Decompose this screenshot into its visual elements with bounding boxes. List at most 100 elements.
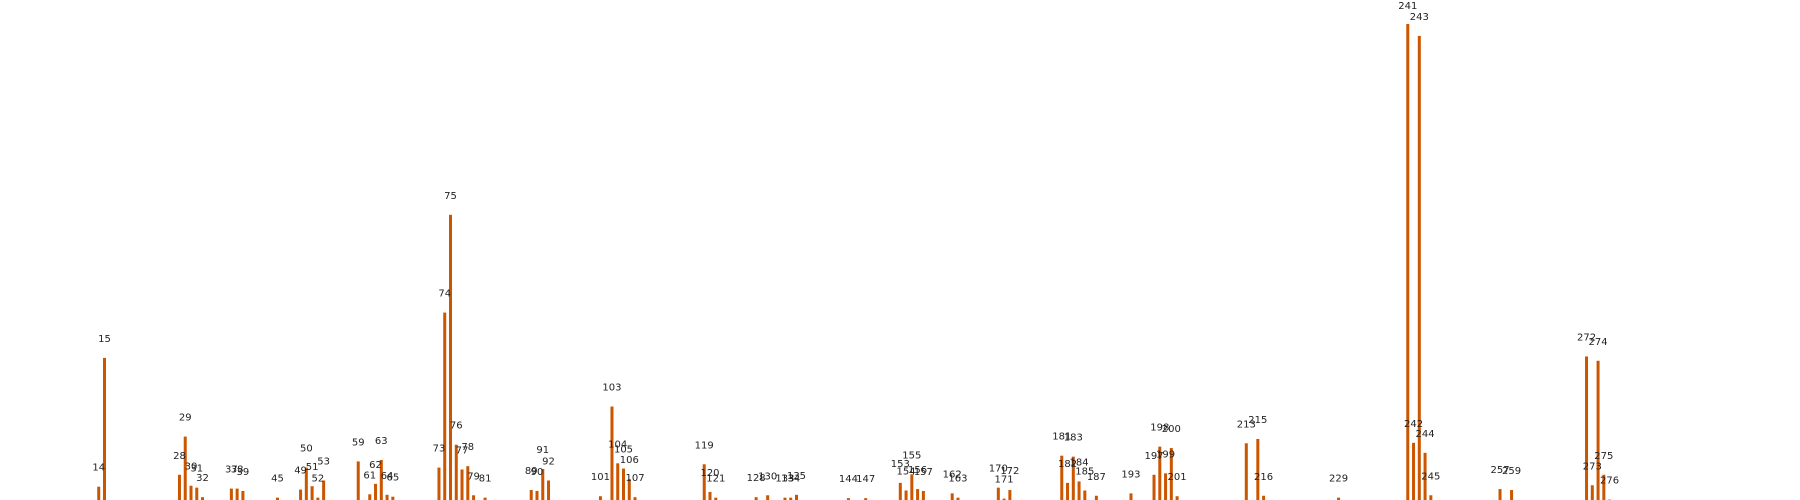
bar-label-135: 135 [787,471,806,482]
bar-label-32: 32 [196,473,209,484]
bar-105 [622,468,625,500]
bar-31 [195,487,199,500]
bar-label-59: 59 [352,437,365,448]
bar-133 [783,497,787,500]
bar-52 [316,497,320,500]
bar-32 [201,497,205,500]
bar-272 [1585,356,1589,500]
bar-label-38: 38 [231,465,244,476]
bar-128 [754,497,758,500]
bar-label-200: 200 [1162,424,1181,435]
bar-label-134: 134 [781,474,800,485]
bar-label-45: 45 [271,474,284,485]
bar-49 [299,489,303,500]
bar-162 [950,493,954,500]
bar-243 [1417,35,1421,500]
bar-78 [466,466,470,500]
bar-74 [443,312,447,500]
bar-45 [276,497,279,500]
bar-label-64: 64 [381,471,394,482]
bar-label-242: 242 [1404,419,1423,430]
bar-label-51: 51 [306,462,319,473]
bar-label-39: 39 [237,467,250,478]
bar-75 [449,214,452,500]
bar-15 [103,357,106,500]
bar-label-259: 259 [1502,466,1521,477]
bar-244 [1423,452,1427,500]
bar-label-119: 119 [695,440,714,451]
bar-label-107: 107 [625,473,644,484]
bar-163 [956,497,960,500]
bar-label-15: 15 [98,334,111,345]
bar-label-241: 241 [1398,1,1417,12]
bar-label-157: 157 [914,467,933,478]
bar-label-153: 153 [891,459,910,470]
bar-28 [177,474,181,500]
bar-62 [374,483,378,500]
bar-label-187: 187 [1087,472,1106,483]
bar-label-245: 245 [1421,471,1440,482]
bar-label-184: 184 [1070,457,1089,468]
bar-50 [304,467,308,500]
bar-29 [183,436,187,500]
bar-275 [1602,474,1606,500]
bar-label-163: 163 [948,474,967,485]
bar-184 [1077,481,1081,500]
bar-92 [547,480,551,500]
bar-label-213: 213 [1237,419,1256,430]
bar-245 [1429,495,1433,500]
bar-label-155: 155 [902,450,921,461]
bar-259 [1510,490,1514,500]
bar-201 [1175,496,1179,500]
bar-193 [1129,493,1133,500]
bar-label-193: 193 [1121,469,1140,480]
bar-104 [616,463,620,500]
bar-216 [1262,495,1266,500]
bar-label-14: 14 [92,463,105,474]
bar-label-101: 101 [591,472,610,483]
bar-label-103: 103 [602,383,621,394]
bar-label-144: 144 [839,474,858,485]
bar-label-29: 29 [179,413,192,424]
bar-label-257: 257 [1490,465,1509,476]
bar-215 [1256,438,1260,500]
bar-label-76: 76 [450,421,463,432]
bar-label-73: 73 [433,444,446,455]
bar-label-121: 121 [706,474,725,485]
bar-label-128: 128 [747,473,766,484]
bar-200 [1169,448,1173,500]
bar-273 [1590,485,1594,500]
bar-label-201: 201 [1168,472,1187,483]
bar-label-154: 154 [897,467,916,478]
bar-label-185: 185 [1075,467,1094,478]
bar-241 [1406,24,1410,500]
bar-213 [1244,443,1248,500]
bar-181 [1060,455,1064,500]
bar-38 [235,488,239,500]
bar-130 [766,495,770,500]
bar-label-50: 50 [300,444,313,455]
bar-73 [437,467,441,500]
bar-label-65: 65 [386,473,399,484]
bar-label-171: 171 [995,475,1014,486]
bar-185 [1083,490,1087,500]
bar-label-276: 276 [1600,476,1619,487]
bar-76 [454,444,458,500]
bar-153 [898,482,902,500]
bar-90 [535,490,539,500]
bar-53 [322,480,326,500]
bar-187 [1094,495,1098,500]
bar-label-170: 170 [989,464,1008,475]
bar-label-75: 75 [444,191,457,202]
bar-label-49: 49 [294,466,307,477]
bar-label-215: 215 [1248,415,1267,426]
bar-label-81: 81 [479,474,492,485]
bar-107 [633,497,637,500]
bar-label-183: 183 [1064,433,1083,444]
bar-37 [229,488,233,500]
bar-label-91: 91 [536,445,549,456]
bar-label-199: 199 [1156,449,1175,460]
bar-154 [904,490,908,500]
bar-64 [385,494,389,500]
